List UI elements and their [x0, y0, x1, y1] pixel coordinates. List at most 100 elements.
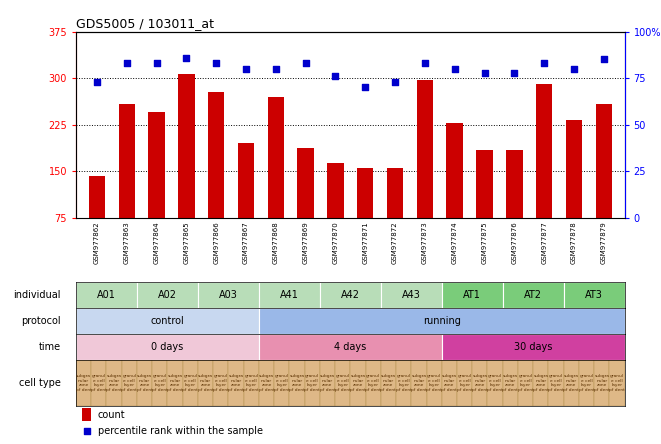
- Bar: [381, 282, 442, 308]
- Text: granul
e cell
layer
pf dent: granul e cell layer pf dent: [518, 374, 533, 392]
- Text: granul
e cell
layer
pf dent: granul e cell layer pf dent: [426, 374, 442, 392]
- Text: GSM977870: GSM977870: [332, 221, 338, 264]
- Point: [420, 59, 430, 67]
- Point: [390, 78, 401, 85]
- Text: granul
e cell
layer
pf dent: granul e cell layer pf dent: [366, 374, 381, 392]
- Bar: [76, 360, 91, 406]
- Text: subgra
nular
zone
pf dent: subgra nular zone pf dent: [137, 374, 153, 392]
- Text: GSM977862: GSM977862: [94, 221, 100, 264]
- Bar: [148, 112, 165, 218]
- Text: GSM977867: GSM977867: [243, 221, 249, 264]
- Bar: [609, 360, 625, 406]
- Bar: [208, 92, 224, 218]
- Text: control: control: [151, 316, 184, 326]
- Bar: [564, 360, 579, 406]
- Text: granul
e cell
layer
pf dent: granul e cell layer pf dent: [548, 374, 564, 392]
- Text: subgra
nular
zone
pf dent: subgra nular zone pf dent: [472, 374, 488, 392]
- Bar: [579, 360, 594, 406]
- Text: GSM977863: GSM977863: [124, 221, 130, 264]
- Bar: [182, 360, 198, 406]
- Bar: [76, 308, 259, 334]
- Point: [270, 65, 281, 72]
- Text: GSM977875: GSM977875: [481, 221, 488, 264]
- Bar: [122, 360, 137, 406]
- Bar: [564, 282, 625, 308]
- Text: subgra
nular
zone
pf dent: subgra nular zone pf dent: [533, 374, 549, 392]
- Text: subgra
nular
zone
pf dent: subgra nular zone pf dent: [502, 374, 518, 392]
- Text: individual: individual: [13, 290, 61, 300]
- Bar: [442, 360, 457, 406]
- Text: protocol: protocol: [21, 316, 61, 326]
- Text: AT1: AT1: [463, 290, 481, 300]
- Text: GSM977878: GSM977878: [571, 221, 577, 264]
- Bar: [503, 360, 518, 406]
- Text: subgra
nular
zone
pf dent: subgra nular zone pf dent: [563, 374, 579, 392]
- Text: GSM977868: GSM977868: [273, 221, 279, 264]
- Bar: [259, 334, 442, 360]
- Text: granul
e cell
layer
pf dent: granul e cell layer pf dent: [122, 374, 137, 392]
- Text: subgra
nular
zone
pf dent: subgra nular zone pf dent: [411, 374, 427, 392]
- Bar: [477, 150, 492, 218]
- Point: [509, 69, 520, 76]
- Bar: [396, 360, 411, 406]
- Bar: [213, 360, 229, 406]
- Bar: [549, 360, 564, 406]
- Bar: [327, 163, 344, 218]
- Text: granul
e cell
layer
pf dent: granul e cell layer pf dent: [457, 374, 473, 392]
- Text: count: count: [98, 409, 126, 420]
- Bar: [320, 360, 335, 406]
- Text: subgra
nular
zone
pf dent: subgra nular zone pf dent: [381, 374, 397, 392]
- Text: GSM977873: GSM977873: [422, 221, 428, 264]
- Text: GSM977879: GSM977879: [601, 221, 607, 264]
- Bar: [594, 360, 609, 406]
- Text: granul
e cell
layer
pf dent: granul e cell layer pf dent: [578, 374, 594, 392]
- Text: GSM977874: GSM977874: [451, 221, 457, 264]
- Bar: [536, 84, 553, 218]
- Bar: [335, 360, 350, 406]
- Point: [330, 73, 340, 80]
- Text: A43: A43: [402, 290, 420, 300]
- Bar: [244, 360, 259, 406]
- Bar: [76, 334, 259, 360]
- Bar: [89, 176, 105, 218]
- Text: subgra
nular
zone
pf dent: subgra nular zone pf dent: [228, 374, 244, 392]
- Bar: [305, 360, 320, 406]
- Bar: [268, 97, 284, 218]
- Bar: [198, 282, 259, 308]
- Bar: [178, 74, 194, 218]
- Point: [300, 59, 311, 67]
- Bar: [487, 360, 503, 406]
- Text: subgra
nular
zone
pf dent: subgra nular zone pf dent: [289, 374, 305, 392]
- Point: [360, 84, 371, 91]
- Bar: [259, 282, 320, 308]
- Bar: [416, 80, 433, 218]
- Point: [151, 59, 162, 67]
- Text: percentile rank within the sample: percentile rank within the sample: [98, 426, 263, 436]
- Bar: [238, 143, 254, 218]
- Point: [181, 54, 192, 61]
- Text: granul
e cell
layer
pf dent: granul e cell layer pf dent: [396, 374, 412, 392]
- Text: AT2: AT2: [524, 290, 542, 300]
- Bar: [106, 360, 122, 406]
- Bar: [442, 334, 625, 360]
- Bar: [198, 360, 213, 406]
- Bar: [442, 282, 503, 308]
- Bar: [357, 168, 373, 218]
- Text: subgra
nular
zone
pf dent: subgra nular zone pf dent: [319, 374, 335, 392]
- Text: GSM977871: GSM977871: [362, 221, 368, 264]
- Bar: [426, 360, 442, 406]
- Bar: [506, 150, 523, 218]
- Text: subgra
nular
zone
pf dent: subgra nular zone pf dent: [350, 374, 366, 392]
- Text: subgra
nular
zone
pf dent: subgra nular zone pf dent: [167, 374, 183, 392]
- Text: granul
e cell
layer
pf dent: granul e cell layer pf dent: [609, 374, 625, 392]
- Bar: [91, 360, 106, 406]
- Text: granul
e cell
layer
pf dent: granul e cell layer pf dent: [274, 374, 290, 392]
- Bar: [76, 282, 137, 308]
- Text: GSM977866: GSM977866: [213, 221, 219, 264]
- Text: GSM977877: GSM977877: [541, 221, 547, 264]
- Point: [82, 428, 93, 435]
- Text: time: time: [38, 342, 61, 352]
- Text: GSM977872: GSM977872: [392, 221, 398, 264]
- Text: A01: A01: [97, 290, 116, 300]
- Text: granul
e cell
layer
pf dent: granul e cell layer pf dent: [304, 374, 320, 392]
